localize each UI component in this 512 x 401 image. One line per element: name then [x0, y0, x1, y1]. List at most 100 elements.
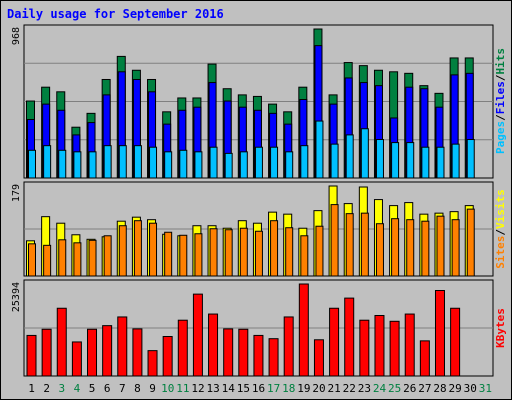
y-max-label: 968	[11, 27, 22, 45]
pages-bar	[88, 151, 97, 179]
kbytes-bar	[223, 328, 234, 377]
pages-bar	[300, 145, 309, 179]
day-label: 12	[191, 382, 204, 395]
kbytes-bar	[117, 316, 128, 377]
day-label: 21	[328, 382, 341, 395]
kbytes-bar	[71, 341, 82, 377]
pages-bar	[73, 151, 82, 179]
pages-bar	[315, 120, 324, 179]
pages-bar	[375, 139, 384, 179]
sites-bar	[345, 213, 354, 277]
day-label: 3	[59, 382, 66, 395]
day-label: 13	[206, 382, 219, 395]
pages-bar	[149, 146, 158, 179]
kbytes-bar	[283, 316, 294, 377]
day-label: 6	[104, 382, 111, 395]
day-label: 9	[149, 382, 156, 395]
kbytes-bar	[359, 319, 370, 377]
day-label: 24	[373, 382, 387, 395]
day-label: 10	[161, 382, 174, 395]
kbytes-bar	[102, 325, 113, 377]
kbytes-bar	[177, 319, 188, 377]
kbytes-bar	[238, 328, 249, 377]
pages-bar	[436, 146, 445, 179]
day-label: 30	[464, 382, 477, 395]
sites-bar	[43, 244, 52, 277]
day-label: 2	[43, 382, 50, 395]
pages-bar	[466, 139, 475, 179]
sites-bar	[164, 231, 173, 277]
y-max-label: 25394	[11, 282, 22, 312]
day-label: 5	[89, 382, 96, 395]
kbytes-bar	[132, 328, 143, 377]
day-label: 14	[222, 382, 236, 395]
sites-bar	[421, 220, 430, 277]
day-label: 16	[252, 382, 265, 395]
sites-bar	[391, 218, 400, 277]
day-label: 25	[388, 382, 401, 395]
kbytes-bar	[450, 307, 461, 377]
sites-bar	[436, 215, 445, 277]
day-label: 19	[297, 382, 310, 395]
day-label: 11	[176, 382, 189, 395]
sites-bar	[58, 239, 67, 277]
chart-title: Daily usage for September 2016	[7, 7, 224, 21]
pages-bar	[194, 151, 203, 179]
kbytes-bar	[389, 320, 400, 377]
kbytes-bar	[87, 328, 98, 377]
pages-bar	[224, 152, 233, 179]
sites-bar	[406, 219, 415, 277]
kbytes-bar	[268, 338, 279, 377]
pages-bar	[421, 146, 430, 179]
kbytes-bar	[208, 313, 219, 377]
day-label: 7	[119, 382, 126, 395]
day-label: 15	[237, 382, 250, 395]
kbytes-bar	[313, 339, 324, 377]
day-label: 8	[134, 382, 141, 395]
day-label: 29	[449, 382, 462, 395]
kbytes-bar	[404, 313, 415, 377]
legend-top: Pages/Files/Hits	[494, 48, 507, 154]
pages-bar	[164, 151, 173, 179]
kbytes-bar	[162, 336, 173, 377]
pages-bar	[270, 146, 279, 179]
kbytes-bar	[56, 307, 67, 377]
sites-bar	[133, 220, 142, 277]
sites-bar	[466, 208, 475, 277]
sites-bar	[194, 233, 203, 277]
pages-bar	[179, 149, 188, 179]
day-label: 1	[28, 382, 35, 395]
kbytes-bar	[434, 289, 445, 377]
kbytes-bar	[344, 297, 355, 377]
sites-bar	[103, 235, 112, 277]
sites-bar	[73, 242, 82, 277]
pages-bar	[406, 142, 415, 179]
day-label: 18	[282, 382, 295, 395]
sites-bar	[224, 229, 233, 277]
sites-bar	[254, 230, 263, 277]
pages-bar	[43, 145, 52, 179]
kbytes-bar	[419, 340, 430, 377]
day-label: 26	[403, 382, 416, 395]
legend-middle: Sites/Visits	[494, 189, 507, 269]
sites-bar	[209, 228, 218, 277]
kbytes-bar	[147, 350, 158, 377]
kbytes-bar	[298, 283, 309, 377]
day-label: 20	[312, 382, 325, 395]
pages-bar	[451, 143, 460, 179]
day-label: 27	[418, 382, 431, 395]
sites-bar	[451, 219, 460, 277]
pages-bar	[209, 146, 218, 179]
day-label: 4	[74, 382, 81, 395]
pages-bar	[28, 149, 36, 179]
sites-bar	[270, 220, 279, 277]
kbytes-bar	[253, 334, 264, 377]
sites-bar	[360, 212, 369, 277]
sites-bar	[149, 222, 158, 277]
sites-bar	[330, 204, 339, 277]
kbytes-bar	[329, 307, 340, 377]
sites-bar	[28, 243, 36, 277]
day-label: 17	[267, 382, 280, 395]
sites-bar	[300, 235, 309, 277]
